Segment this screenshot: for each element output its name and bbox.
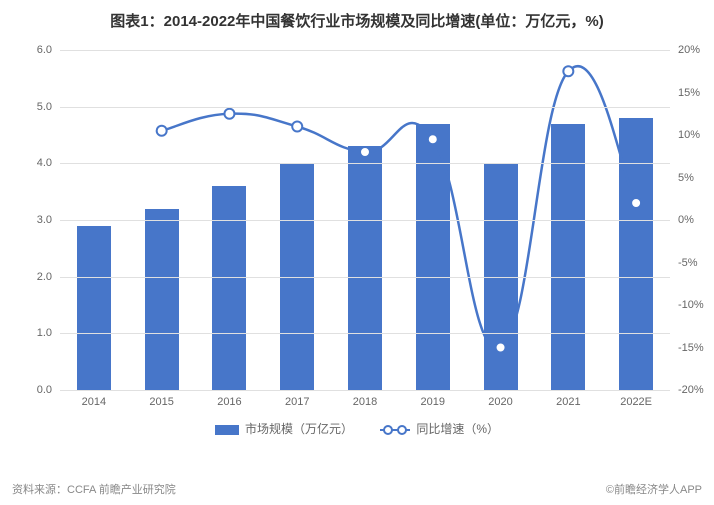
- source-text: 资料来源：CCFA 前瞻产业研究院: [12, 484, 176, 496]
- y1-tick-label: 6.0: [12, 44, 52, 56]
- y2-tick-label: 0%: [678, 214, 694, 226]
- y1-tick-label: 0.0: [12, 384, 52, 396]
- legend-bar-icon: [215, 425, 239, 435]
- y2-tick-label: 10%: [678, 129, 700, 141]
- gridline: [60, 107, 670, 108]
- watermark-text: ©前瞻经济学人APP: [606, 481, 702, 497]
- line-marker: [631, 198, 641, 208]
- legend: 市场规模（万亿元） 同比增速（%）: [0, 420, 714, 437]
- y2-tick-label: -5%: [678, 257, 698, 269]
- growth-line: [162, 66, 636, 348]
- chart-area: 0.01.02.03.04.05.06.0-20%-15%-10%-5%0%5%…: [60, 50, 670, 430]
- x-tick-label: 2017: [285, 396, 309, 408]
- chart-title: 图表1：2014-2022年中国餐饮行业市场规模及同比增速(单位：万亿元，%): [0, 0, 714, 31]
- y2-tick-label: -10%: [678, 299, 704, 311]
- x-tick-label: 2014: [82, 396, 106, 408]
- x-tick-label: 2019: [421, 396, 445, 408]
- line-marker: [496, 343, 506, 353]
- y2-tick-label: 20%: [678, 44, 700, 56]
- legend-line-label: 同比增速（%）: [416, 422, 499, 436]
- y2-tick-label: -20%: [678, 384, 704, 396]
- y1-tick-label: 5.0: [12, 101, 52, 113]
- y2-tick-label: -15%: [678, 342, 704, 354]
- line-marker: [563, 66, 573, 76]
- line-marker: [224, 109, 234, 119]
- legend-line-item: 同比增速（%）: [380, 420, 499, 437]
- gridline: [60, 333, 670, 334]
- gridline: [60, 277, 670, 278]
- x-tick-label: 2018: [353, 396, 377, 408]
- gridline: [60, 220, 670, 221]
- legend-bar-label: 市场规模（万亿元）: [245, 422, 353, 436]
- gridline: [60, 163, 670, 164]
- x-tick-label: 2015: [149, 396, 173, 408]
- y2-tick-label: 15%: [678, 87, 700, 99]
- line-marker: [292, 122, 302, 132]
- line-marker: [428, 134, 438, 144]
- y2-tick-label: 5%: [678, 172, 694, 184]
- x-tick-label: 2022E: [620, 396, 652, 408]
- x-tick-label: 2021: [556, 396, 580, 408]
- y1-tick-label: 1.0: [12, 327, 52, 339]
- footer: 资料来源：CCFA 前瞻产业研究院 ©前瞻经济学人APP: [12, 481, 702, 497]
- legend-bar-item: 市场规模（万亿元）: [215, 420, 353, 437]
- gridline: [60, 50, 670, 51]
- line-marker: [157, 126, 167, 136]
- gridline: [60, 390, 670, 391]
- legend-line-icon: [380, 424, 410, 436]
- x-tick-label: 2020: [488, 396, 512, 408]
- line-marker: [360, 147, 370, 157]
- plot-region: 0.01.02.03.04.05.06.0-20%-15%-10%-5%0%5%…: [60, 50, 670, 390]
- x-tick-label: 2016: [217, 396, 241, 408]
- y1-tick-label: 4.0: [12, 157, 52, 169]
- y1-tick-label: 3.0: [12, 214, 52, 226]
- y1-tick-label: 2.0: [12, 271, 52, 283]
